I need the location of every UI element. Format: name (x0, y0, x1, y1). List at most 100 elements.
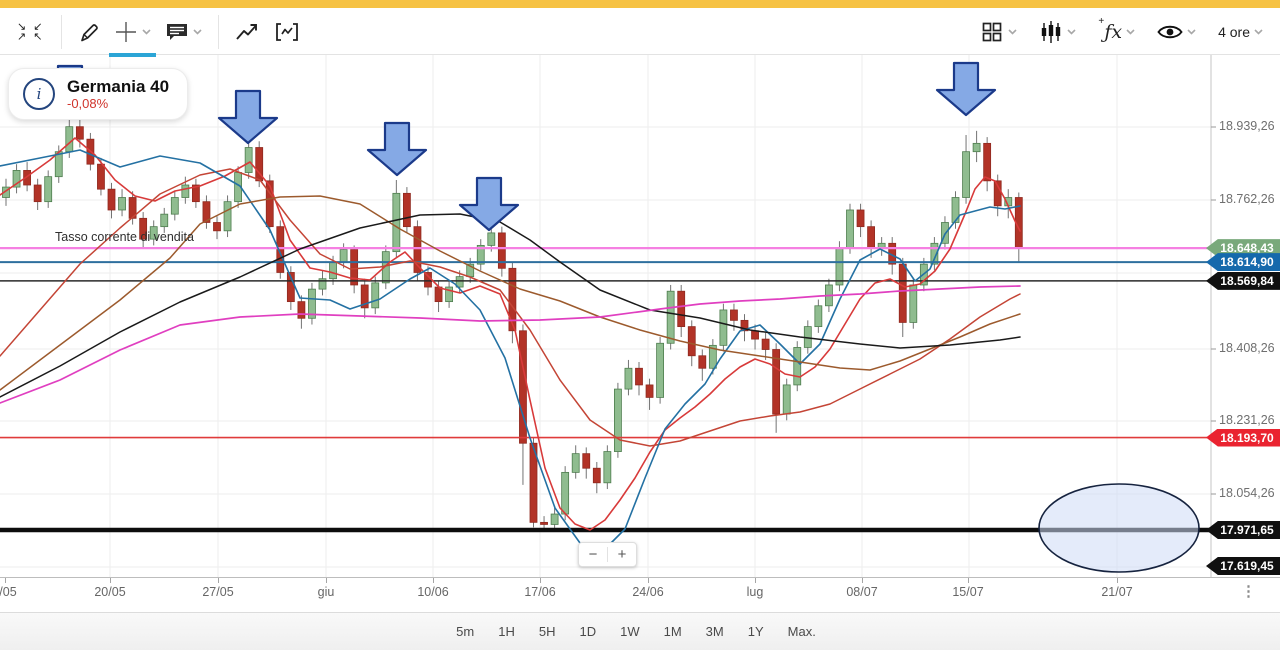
layout-button[interactable] (973, 14, 1024, 50)
draw-button[interactable] (71, 15, 107, 49)
x-axis: ⋮ /05 20/05 27/05 giu 10/06 17/06 24/06 lug 08/0… (0, 577, 1280, 607)
candlestick-style-icon (1042, 20, 1061, 43)
x-axis-label: /05 (0, 585, 17, 599)
price-badge: 17.971,65 (1206, 521, 1280, 539)
toolbar-separator (217, 14, 219, 49)
more-options-icon[interactable]: ⋮ (1241, 583, 1256, 600)
timeframe-current-label: 4 ore (1218, 23, 1250, 40)
down-arrow-annotation[interactable] (366, 121, 428, 177)
toolbar-separator (60, 14, 62, 49)
trendline-icon (235, 23, 257, 40)
x-axis-tick (110, 578, 111, 583)
chevron-down-icon (1187, 28, 1196, 35)
layout-grid-icon (982, 22, 1002, 41)
price-badge: 18.648,43 (1206, 239, 1280, 258)
chevron-down-icon (192, 28, 202, 35)
candlesticks (2, 112, 1023, 531)
pattern-icon (275, 22, 298, 41)
chart-style-button[interactable] (1032, 14, 1083, 50)
sell-rate-label: Tasso corrente di vendita (55, 230, 194, 244)
x-axis-tick (648, 578, 649, 583)
fx-indicators-icon: + ƒx (1098, 15, 1123, 43)
x-axis-tick (218, 578, 219, 583)
x-axis-label: 21/07 (1101, 585, 1133, 599)
x-axis-label: lug (746, 585, 764, 599)
x-axis-label: 17/06 (524, 585, 556, 599)
y-axis-tick-label: 18.939,26 (1219, 119, 1275, 133)
ma-line-magenta (0, 285, 1021, 404)
ma-line-black (0, 213, 1021, 398)
timeframe-selector[interactable]: 4 ore (1211, 18, 1270, 46)
x-axis-tick (862, 578, 863, 583)
x-axis-tick (540, 578, 541, 583)
chart-toolbar: ↘ ↙ ↗ ↖ (0, 0, 1280, 57)
x-axis-tick (326, 578, 327, 583)
crosshair-tool-button[interactable] (107, 14, 158, 57)
price-badge: 18.193,70 (1206, 428, 1280, 447)
timeframe-button-3m[interactable]: 3M (705, 624, 724, 639)
chevron-down-icon (1126, 28, 1135, 35)
trendline-tool-button[interactable] (228, 15, 266, 49)
ma-line-fast-red (0, 137, 1021, 531)
instrument-name: Germania 40 (67, 77, 170, 96)
info-icon: i (23, 78, 55, 110)
x-axis-tick (1117, 578, 1118, 583)
eye-icon (1157, 25, 1183, 38)
x-axis-label: 10/06 (417, 585, 449, 599)
comment-icon (166, 23, 187, 40)
timeframe-button-1d[interactable]: 1D (579, 624, 597, 639)
pencil-icon (80, 23, 98, 41)
timeframe-button-1y[interactable]: 1Y (747, 624, 764, 639)
x-axis-tick (433, 578, 434, 583)
x-axis-label: giu (317, 585, 335, 599)
zoom-divider (607, 547, 608, 562)
crosshair-icon (115, 21, 136, 42)
chevron-down-icon (1067, 28, 1076, 35)
x-axis-label: 20/05 (94, 585, 126, 599)
instrument-info-box[interactable]: i Germania 40 -0,08% (8, 68, 188, 120)
timeframe-button-5m[interactable]: 5m (456, 624, 475, 639)
comments-button[interactable] (158, 15, 209, 49)
timeframe-button-1h[interactable]: 1H (498, 624, 515, 639)
ellipse-annotation[interactable] (1038, 483, 1200, 573)
pattern-tool-button[interactable] (266, 15, 308, 49)
x-axis-tick (968, 578, 969, 583)
collapse-button[interactable]: ↘ ↙ ↗ ↖ (10, 16, 52, 48)
top-accent-bar (0, 0, 1280, 8)
zoom-controls: − + (578, 542, 637, 567)
x-axis-tick (5, 578, 6, 583)
timeframe-button-1w[interactable]: 1W (620, 624, 640, 639)
chevron-down-icon (1254, 28, 1263, 35)
zoom-out-button[interactable]: − (588, 546, 598, 563)
y-axis-tick-label: 18.762,26 (1219, 192, 1275, 206)
x-axis-label: 15/07 (952, 585, 984, 599)
y-axis-tick-label: 18.054,26 (1219, 486, 1275, 500)
chevron-down-icon (1008, 28, 1017, 35)
zoom-in-button[interactable]: + (617, 546, 627, 563)
timeframe-button-1m[interactable]: 1M (663, 624, 682, 639)
price-badge: 18.614,90 (1206, 253, 1280, 272)
price-badge: 17.619,45 (1206, 557, 1280, 575)
timeframe-button-5h[interactable]: 5H (538, 624, 556, 639)
timeframe-button-max[interactable]: Max. (787, 624, 816, 639)
collapse-icon: ↘ ↙ ↗ ↖ (17, 20, 45, 43)
price-badge: 18.569,84 (1206, 271, 1280, 290)
y-axis-tick-label: 18.231,26 (1219, 413, 1275, 427)
down-arrow-annotation[interactable] (935, 61, 997, 117)
ma-line-brown (0, 195, 1021, 391)
down-arrow-annotation[interactable] (458, 176, 520, 232)
chevron-down-icon (141, 28, 151, 35)
x-axis-label: 08/07 (846, 585, 878, 599)
y-axis-tick-label: 18.408,26 (1219, 341, 1275, 355)
ma-line-blue (0, 149, 1021, 550)
x-axis-label: 24/06 (632, 585, 664, 599)
visibility-button[interactable] (1150, 17, 1203, 47)
indicators-button[interactable]: + ƒx (1091, 15, 1142, 49)
instrument-change: -0,08% (67, 96, 109, 111)
down-arrow-annotation[interactable] (217, 89, 279, 145)
x-axis-label: 27/05 (202, 585, 234, 599)
timeframe-bar: 5m 1H 5H 1D 1W 1M 3M 1Y Max. (0, 612, 1280, 650)
